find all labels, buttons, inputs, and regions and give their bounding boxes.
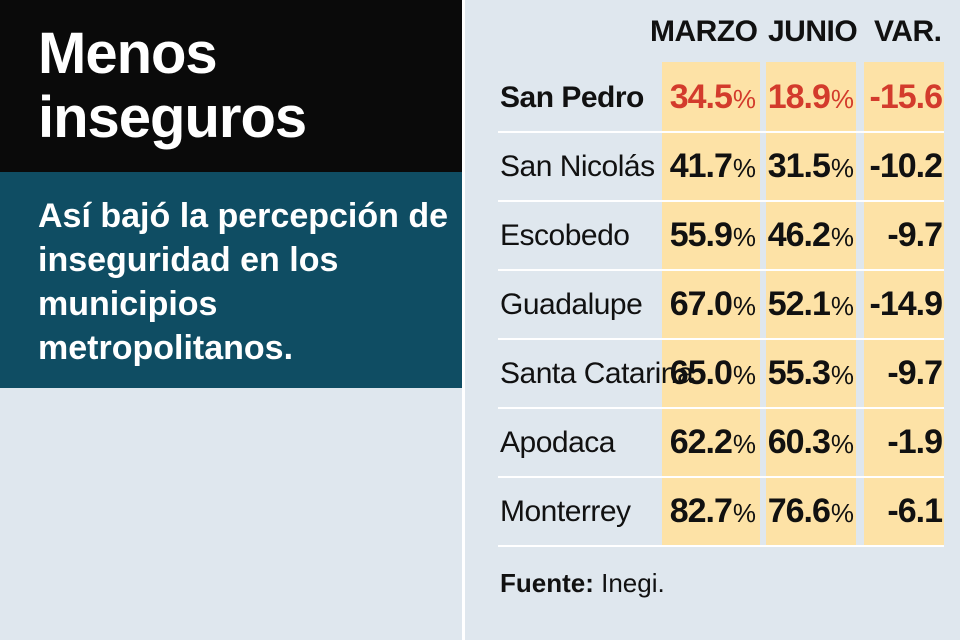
- var-value-number: -10.2: [869, 147, 943, 185]
- chart-title: Menos inseguros: [38, 21, 307, 150]
- var-value-number: -6.1: [887, 492, 943, 530]
- marzo-value: 82.7%: [662, 478, 756, 545]
- source-label: Fuente:: [500, 568, 594, 598]
- junio-value: 46.2%: [766, 202, 854, 269]
- junio-value-unit: %: [830, 360, 854, 390]
- junio-value-unit: %: [830, 291, 854, 321]
- marzo-value-unit: %: [732, 84, 756, 114]
- var-value-number: -9.7: [887, 354, 943, 392]
- var-value: -1.9: [864, 409, 943, 476]
- junio-value: 52.1%: [766, 271, 854, 338]
- chart-subtitle: Así bajó la percepción de inseguridad en…: [38, 197, 449, 367]
- var-value: -14.9: [864, 271, 943, 338]
- marzo-value: 55.9%: [662, 202, 756, 269]
- var-value: -9.7: [864, 202, 943, 269]
- marzo-value-unit: %: [732, 360, 756, 390]
- var-value: -6.1: [864, 478, 943, 545]
- marzo-value-number: 82.7: [669, 492, 733, 530]
- marzo-value-number: 55.9: [669, 216, 733, 254]
- source-value: Inegi.: [601, 568, 665, 598]
- marzo-value-number: 67.0: [669, 285, 733, 323]
- marzo-value-number: 62.2: [669, 423, 733, 461]
- junio-value: 60.3%: [766, 409, 854, 476]
- var-value: -15.6: [864, 64, 943, 131]
- marzo-value: 65.0%: [662, 340, 756, 407]
- table-row: Guadalupe 67.0% 52.1% -14.9: [498, 271, 944, 340]
- junio-value: 55.3%: [766, 340, 854, 407]
- table-row: Escobedo 55.9% 46.2% -9.7: [498, 202, 944, 271]
- table-row: San Pedro 34.5% 18.9% -15.6: [498, 64, 944, 133]
- var-value-number: -1.9: [887, 423, 943, 461]
- table-row: Santa Catarina 65.0% 55.3% -9.7: [498, 340, 944, 409]
- junio-value: 31.5%: [766, 133, 854, 200]
- marzo-value: 41.7%: [662, 133, 756, 200]
- marzo-value: 67.0%: [662, 271, 756, 338]
- marzo-value: 62.2%: [662, 409, 756, 476]
- junio-value-number: 46.2: [767, 216, 831, 254]
- junio-value-number: 31.5: [767, 147, 831, 185]
- junio-value-number: 18.9: [767, 78, 831, 116]
- subtitle-box: Así bajó la percepción de inseguridad en…: [0, 172, 462, 388]
- junio-value: 18.9%: [766, 64, 854, 131]
- marzo-column-highlight: [662, 62, 760, 546]
- marzo-value: 34.5%: [662, 64, 756, 131]
- var-value-number: -15.6: [869, 78, 943, 116]
- marzo-value-number: 41.7: [669, 147, 733, 185]
- junio-value-number: 52.1: [767, 285, 831, 323]
- marzo-value-unit: %: [732, 153, 756, 183]
- marzo-value-unit: %: [732, 429, 756, 459]
- junio-value-unit: %: [830, 222, 854, 252]
- junio-value-unit: %: [830, 84, 854, 114]
- column-header-junio: JUNIO: [768, 15, 858, 48]
- municipio-label: Monterrey: [500, 495, 631, 528]
- junio-value-unit: %: [830, 498, 854, 528]
- marzo-value-unit: %: [732, 222, 756, 252]
- var-value: -10.2: [864, 133, 943, 200]
- junio-value-number: 55.3: [767, 354, 831, 392]
- municipio-label: San Nicolás: [500, 150, 655, 183]
- municipio-label: Santa Catarina: [500, 357, 694, 390]
- data-table: MARZO JUNIO VAR. San Pedro 34.5% 18.9% -15.…: [498, 0, 948, 640]
- var-value-number: -9.7: [887, 216, 943, 254]
- column-header-marzo: MARZO: [650, 15, 758, 48]
- column-divider: [462, 0, 465, 640]
- source-note: Fuente: Inegi.: [500, 568, 665, 599]
- municipio-label: San Pedro: [500, 81, 644, 114]
- municipio-label: Guadalupe: [500, 288, 643, 321]
- var-column-highlight: [864, 62, 944, 546]
- marzo-value-number: 65.0: [669, 354, 733, 392]
- var-value-number: -14.9: [869, 285, 943, 323]
- marzo-value-unit: %: [732, 291, 756, 321]
- title-box: Menos inseguros: [0, 0, 462, 172]
- column-header-var: VAR.: [874, 15, 942, 48]
- junio-value-unit: %: [830, 429, 854, 459]
- var-value: -9.7: [864, 340, 943, 407]
- table-row: San Nicolás 41.7% 31.5% -10.2: [498, 133, 944, 202]
- municipio-label: Escobedo: [500, 219, 630, 252]
- junio-value: 76.6%: [766, 478, 854, 545]
- junio-value-number: 60.3: [767, 423, 831, 461]
- table-row: Apodaca 62.2% 60.3% -1.9: [498, 409, 944, 478]
- marzo-value-unit: %: [732, 498, 756, 528]
- junio-value-number: 76.6: [767, 492, 831, 530]
- marzo-value-number: 34.5: [669, 78, 733, 116]
- table-row: Monterrey 82.7% 76.6% -6.1: [498, 478, 944, 547]
- municipio-label: Apodaca: [500, 426, 615, 459]
- junio-column-highlight: [766, 62, 856, 546]
- junio-value-unit: %: [830, 153, 854, 183]
